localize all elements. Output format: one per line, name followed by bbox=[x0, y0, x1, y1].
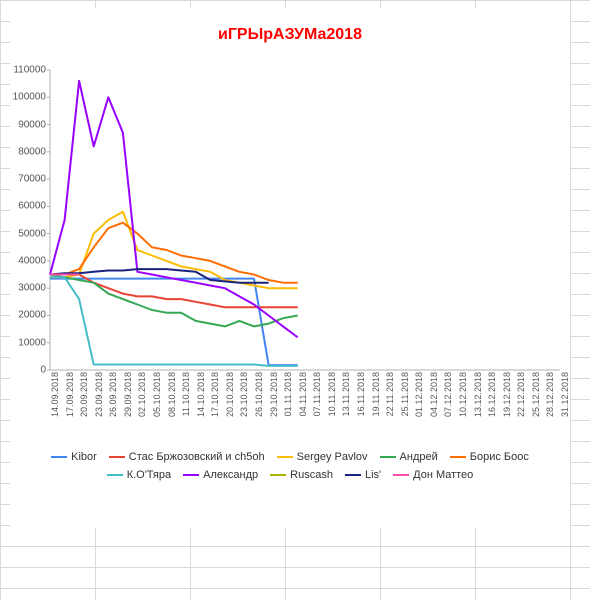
legend-label: К.О'Тяра bbox=[127, 469, 171, 481]
legend-item: Дон Маттео bbox=[393, 466, 473, 484]
x-axis-label: 20.09.2018 bbox=[79, 370, 89, 417]
x-axis-label: 22.11.2018 bbox=[385, 370, 395, 416]
x-axis-label: 29.10.2018 bbox=[269, 370, 279, 417]
y-axis-label: 10000 bbox=[18, 337, 50, 348]
legend-swatch bbox=[345, 474, 361, 476]
x-axis-label: 04.11.2018 bbox=[298, 370, 308, 416]
x-axis-label: 10.11.2018 bbox=[327, 370, 337, 416]
y-axis-label: 100000 bbox=[13, 92, 50, 103]
x-axis-label: 13.11.2018 bbox=[341, 370, 351, 416]
chart-container: иГРЫрАЗУМа2018 0100002000030000400005000… bbox=[10, 8, 570, 528]
y-axis-label: 30000 bbox=[18, 283, 50, 294]
x-axis-label: 07.12.2018 bbox=[443, 370, 453, 417]
legend-label: Александр bbox=[203, 469, 258, 481]
y-axis-label: 60000 bbox=[18, 201, 50, 212]
plot-area: 0100002000030000400005000060000700008000… bbox=[50, 70, 560, 370]
legend-swatch bbox=[270, 474, 286, 476]
legend-item: К.О'Тяра bbox=[107, 466, 171, 484]
series-line bbox=[50, 279, 298, 366]
legend-item: Андрей bbox=[380, 448, 438, 466]
x-axis-label: 20.10.2018 bbox=[225, 370, 235, 417]
x-axis-label: 31.12.2018 bbox=[560, 370, 570, 417]
legend-item: Ruscash bbox=[270, 466, 333, 484]
plot-svg bbox=[50, 70, 560, 370]
legend-item: Стас Бржозовский и ch5oh bbox=[109, 448, 265, 466]
y-axis-label: 90000 bbox=[18, 119, 50, 130]
x-axis-label: 10.12.2018 bbox=[458, 370, 468, 417]
x-axis-label: 14.09.2018 bbox=[50, 370, 60, 417]
legend-label: Lis' bbox=[365, 469, 381, 481]
legend-item: Александр bbox=[183, 466, 258, 484]
legend-label: Андрей bbox=[400, 451, 438, 463]
y-axis-label: 50000 bbox=[18, 228, 50, 239]
chart-title: иГРЫрАЗУМа2018 bbox=[10, 8, 570, 44]
x-axis-label: 08.10.2018 bbox=[167, 370, 177, 417]
x-axis-label: 13.12.2018 bbox=[473, 370, 483, 417]
y-axis-label: 80000 bbox=[18, 146, 50, 157]
x-axis-label: 19.11.2018 bbox=[371, 370, 381, 416]
x-axis-label: 01.12.2018 bbox=[414, 370, 424, 417]
x-axis-label: 19.12.2018 bbox=[502, 370, 512, 417]
x-axis-label: 25.12.2018 bbox=[531, 370, 541, 417]
legend-item: Борис Боос bbox=[450, 448, 529, 466]
x-axis-label: 14.10.2018 bbox=[196, 370, 206, 417]
x-axis-label: 25.11.2018 bbox=[400, 370, 410, 416]
x-axis-label: 28.12.2018 bbox=[545, 370, 555, 417]
legend-swatch bbox=[450, 456, 466, 458]
y-axis-label: 40000 bbox=[18, 255, 50, 266]
legend-label: Ruscash bbox=[290, 469, 333, 481]
x-axis-label: 22.12.2018 bbox=[516, 370, 526, 417]
x-axis-label: 04.12.2018 bbox=[429, 370, 439, 417]
x-axis-label: 01.11.2018 bbox=[283, 370, 293, 416]
x-axis-label: 26.09.2018 bbox=[108, 370, 118, 417]
y-axis-label: 110000 bbox=[13, 65, 50, 76]
legend-label: Kibor bbox=[71, 451, 97, 463]
x-axis-label: 16.11.2018 bbox=[356, 370, 366, 416]
x-axis-label: 02.10.2018 bbox=[137, 370, 147, 417]
x-axis-label: 26.10.2018 bbox=[254, 370, 264, 417]
x-axis-label: 17.10.2018 bbox=[210, 370, 220, 417]
x-axis-label: 23.09.2018 bbox=[94, 370, 104, 417]
x-axis-label: 05.10.2018 bbox=[152, 370, 162, 417]
legend-item: Lis' bbox=[345, 466, 381, 484]
legend-label: Борис Боос bbox=[470, 451, 529, 463]
y-axis-label: 0 bbox=[40, 365, 50, 376]
legend-label: Стас Бржозовский и ch5oh bbox=[129, 451, 265, 463]
legend: Kibor Стас Бржозовский и ch5oh Sergey Pavl… bbox=[30, 448, 550, 484]
y-axis-label: 70000 bbox=[18, 174, 50, 185]
x-axis-label: 17.09.2018 bbox=[65, 370, 75, 417]
legend-item: Kibor bbox=[51, 448, 97, 466]
legend-swatch bbox=[183, 474, 199, 476]
legend-label: Sergey Pavlov bbox=[297, 451, 368, 463]
legend-swatch bbox=[380, 456, 396, 458]
y-axis-label: 20000 bbox=[18, 310, 50, 321]
x-axis-label: 07.11.2018 bbox=[312, 370, 322, 416]
legend-swatch bbox=[277, 456, 293, 458]
x-axis-label: 23.10.2018 bbox=[239, 370, 249, 417]
legend-swatch bbox=[51, 456, 67, 458]
legend-item: Sergey Pavlov bbox=[277, 448, 368, 466]
x-axis-label: 29.09.2018 bbox=[123, 370, 133, 417]
legend-label: Дон Маттео bbox=[413, 469, 473, 481]
legend-swatch bbox=[393, 474, 409, 476]
x-axis-label: 11.10.2018 bbox=[181, 370, 191, 416]
legend-swatch bbox=[107, 474, 123, 476]
x-axis-label: 16.12.2018 bbox=[487, 370, 497, 417]
legend-swatch bbox=[109, 456, 125, 458]
